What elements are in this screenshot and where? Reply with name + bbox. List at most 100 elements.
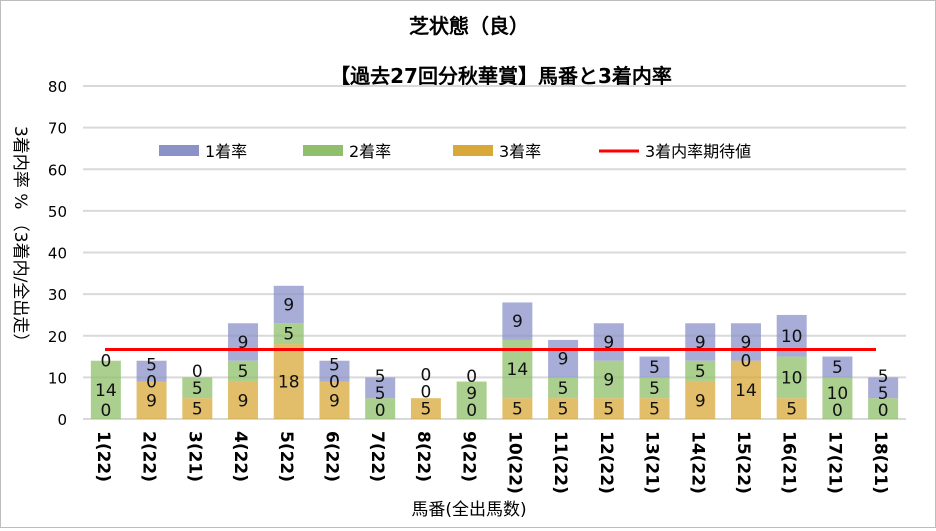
x-tick-label: 4(22) (230, 431, 250, 482)
data-label: 9 (603, 370, 614, 390)
data-label: 14 (735, 381, 757, 401)
x-tick-label: 9(22) (459, 431, 479, 482)
legend-swatch (303, 145, 343, 156)
bar-segment (685, 360, 716, 382)
bar-segment (730, 360, 761, 419)
bar-segment (319, 381, 350, 419)
bar-segment (593, 360, 624, 399)
data-label: 5 (649, 400, 660, 420)
bar-segment (273, 344, 304, 419)
bar-segment (639, 398, 670, 419)
x-tick-label: 13(21) (642, 431, 662, 494)
data-label: 5 (329, 356, 340, 376)
data-label: 9 (512, 312, 523, 332)
x-tick-label: 17(21) (824, 431, 844, 494)
data-label: 0 (375, 401, 386, 421)
y-tick-label: 60 (48, 161, 67, 179)
bar-segment (410, 398, 441, 419)
bar-segment (868, 398, 899, 419)
data-label: 0 (741, 352, 752, 372)
data-label: 5 (832, 358, 843, 378)
bar-segment (730, 323, 761, 361)
legend-label: 2着率 (349, 142, 391, 161)
x-tick-label: 6(22) (321, 431, 341, 482)
bar-segment (365, 377, 396, 399)
y-tick-label: 20 (48, 328, 67, 346)
bar-segment (182, 398, 213, 419)
data-label: 0 (878, 401, 889, 421)
data-label: 10 (781, 327, 803, 347)
bar-segment (228, 360, 259, 382)
y-tick-label: 10 (48, 369, 67, 387)
data-label: 5 (786, 400, 797, 420)
data-label: 0 (329, 373, 340, 393)
data-label: 5 (375, 384, 386, 404)
bar-segment (548, 377, 579, 399)
bar-segment (548, 339, 579, 378)
data-label: 9 (283, 296, 294, 316)
y-tick-label: 0 (57, 411, 67, 429)
x-tick-label: 7(22) (367, 431, 387, 482)
data-label: 0 (100, 401, 111, 421)
bar-segment (228, 323, 259, 361)
x-tick-label: 16(21) (779, 431, 799, 494)
chart-title: 芝状態（良） (409, 14, 529, 38)
data-label: 5 (878, 384, 889, 404)
bar-segment (502, 302, 533, 340)
data-label: 5 (146, 356, 157, 376)
bar-segment (685, 381, 716, 419)
x-tick-label: 2(22) (139, 431, 159, 482)
data-label: 0 (466, 401, 477, 421)
data-label: 9 (558, 350, 569, 370)
data-label: 18 (278, 373, 300, 393)
chart-subtitle: 【過去27回分秋華賞】馬番と3着内率 (330, 64, 672, 88)
y-tick-label: 80 (48, 78, 67, 96)
data-label: 9 (238, 333, 249, 353)
bar-segment (593, 398, 624, 419)
data-label: 9 (695, 333, 706, 353)
data-label: 5 (512, 400, 523, 420)
bar-segment (639, 356, 670, 378)
data-label: 9 (238, 391, 249, 411)
bar-segment (685, 323, 716, 361)
bar-segment (136, 360, 167, 382)
data-label: 5 (192, 400, 203, 420)
x-tick-label: 3(21) (184, 431, 204, 482)
bar-segment (182, 377, 213, 399)
bar-segment (639, 377, 670, 399)
data-label: 0 (421, 383, 432, 403)
data-label: 0 (466, 367, 477, 387)
x-tick-label: 12(22) (596, 431, 616, 494)
data-label: 9 (466, 384, 477, 404)
data-label: 5 (649, 358, 660, 378)
bar-segment (502, 398, 533, 419)
bar-segment (136, 381, 167, 419)
data-label: 5 (695, 362, 706, 382)
data-label: 9 (603, 333, 614, 353)
data-label: 5 (283, 325, 294, 345)
y-tick-label: 30 (48, 286, 67, 304)
x-tick-label: 1(22) (93, 431, 113, 482)
x-tick-label: 11(22) (550, 431, 570, 494)
data-label: 14 (95, 381, 117, 401)
data-label: 5 (375, 367, 386, 387)
data-label: 5 (421, 400, 432, 420)
x-tick-label: 5(22) (276, 431, 296, 482)
data-label: 10 (827, 384, 849, 404)
data-label: 0 (100, 352, 111, 372)
bar-segment (593, 323, 624, 361)
y-tick-label: 50 (48, 203, 67, 221)
bar-segment (273, 285, 304, 324)
legend-label: 3着内率期待値 (645, 142, 751, 161)
data-label: 5 (558, 400, 569, 420)
bar-segment (548, 398, 579, 419)
bar-segment (776, 356, 807, 399)
y-tick-label: 40 (48, 245, 67, 263)
x-tick-label: 15(22) (733, 431, 753, 494)
x-tick-label: 18(21) (870, 431, 890, 494)
bar-segment (822, 377, 853, 419)
bar-segment (319, 360, 350, 382)
x-tick-label: 14(22) (687, 431, 707, 494)
